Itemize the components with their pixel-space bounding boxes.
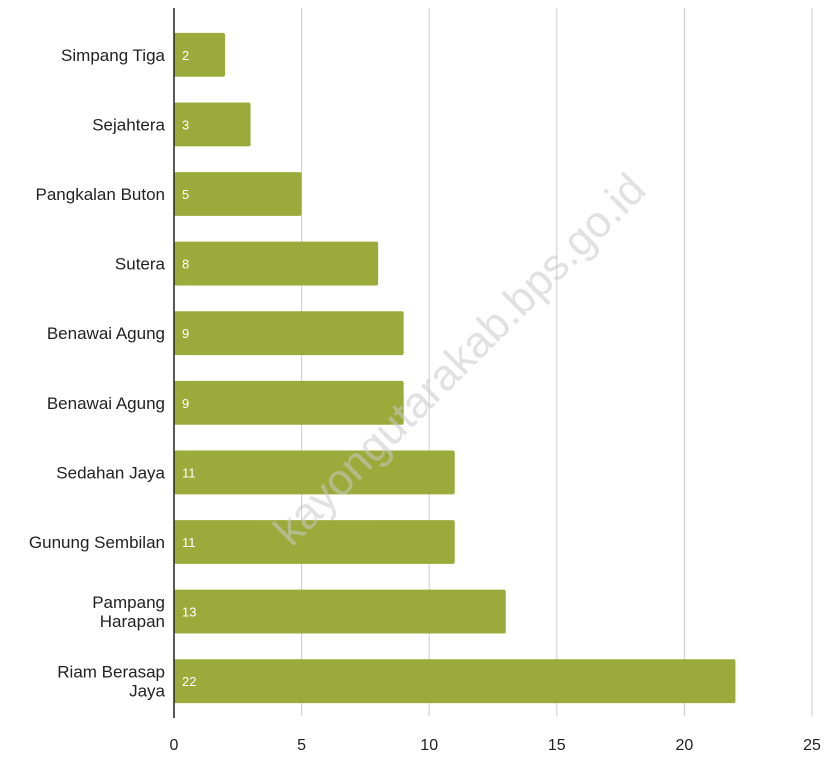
category-labels: Simpang Tiga Sejahtera Pangkalan Buton Sute… — [29, 46, 166, 701]
data-label: 9 — [182, 396, 189, 411]
data-label: 8 — [182, 257, 189, 272]
category-label: Gunung Sembilan — [29, 533, 165, 552]
category-label: Riam Berasap Jaya — [57, 663, 165, 701]
category-label-line: Jaya — [129, 682, 165, 701]
data-label: 11 — [182, 535, 196, 550]
data-label: 13 — [182, 605, 196, 620]
category-label: Pangkalan Buton — [36, 185, 166, 204]
category-label: Sejahtera — [92, 115, 165, 134]
bar — [174, 659, 736, 704]
category-label-line: Riam Berasap — [57, 663, 165, 682]
category-label-line: Pampang — [92, 593, 165, 612]
category-label-line: Sedahan Jaya — [56, 463, 165, 482]
category-label: Simpang Tiga — [61, 46, 165, 65]
bar — [174, 311, 404, 356]
data-label: 3 — [182, 117, 189, 132]
category-label-line: Simpang Tiga — [61, 46, 165, 65]
bar — [174, 520, 455, 564]
category-label-line: Benawai Agung — [47, 324, 165, 343]
x-tick-label: 25 — [803, 737, 821, 754]
category-label: Benawai Agung — [47, 324, 165, 343]
data-label: 9 — [182, 326, 189, 341]
x-tick-label: 15 — [548, 737, 566, 754]
data-label: 22 — [182, 674, 196, 689]
category-label-line: Benawai Agung — [47, 394, 165, 413]
bar — [174, 102, 251, 147]
bar — [174, 241, 379, 286]
data-label: 11 — [182, 465, 196, 480]
data-label: 5 — [182, 187, 189, 202]
watermark: kayongutarakab.bps.go.id — [264, 164, 655, 555]
bar — [174, 380, 404, 425]
category-label-line: Gunung Sembilan — [29, 533, 165, 552]
bars: 2 3 5 8 9 9 11 11 13 22 — [174, 32, 736, 704]
category-label-line: Pangkalan Buton — [36, 185, 166, 204]
bar — [174, 172, 302, 216]
category-label: Benawai Agung — [47, 394, 165, 413]
category-label: Pampang Harapan — [92, 593, 165, 631]
bar — [174, 32, 226, 77]
x-tick-label: 5 — [297, 737, 306, 754]
bar — [174, 589, 506, 634]
bar — [174, 450, 455, 495]
x-tick-label: 0 — [170, 737, 179, 754]
x-tick-label: 10 — [420, 737, 438, 754]
x-tick-labels: 0 5 10 15 20 25 — [170, 737, 821, 754]
category-label-line: Harapan — [100, 612, 165, 631]
category-label-line: Sutera — [115, 255, 166, 274]
x-tick-label: 20 — [676, 737, 694, 754]
category-label: Sedahan Jaya — [56, 463, 165, 482]
category-label-line: Sejahtera — [92, 115, 165, 134]
category-label: Sutera — [115, 255, 166, 274]
data-label: 2 — [182, 48, 189, 63]
